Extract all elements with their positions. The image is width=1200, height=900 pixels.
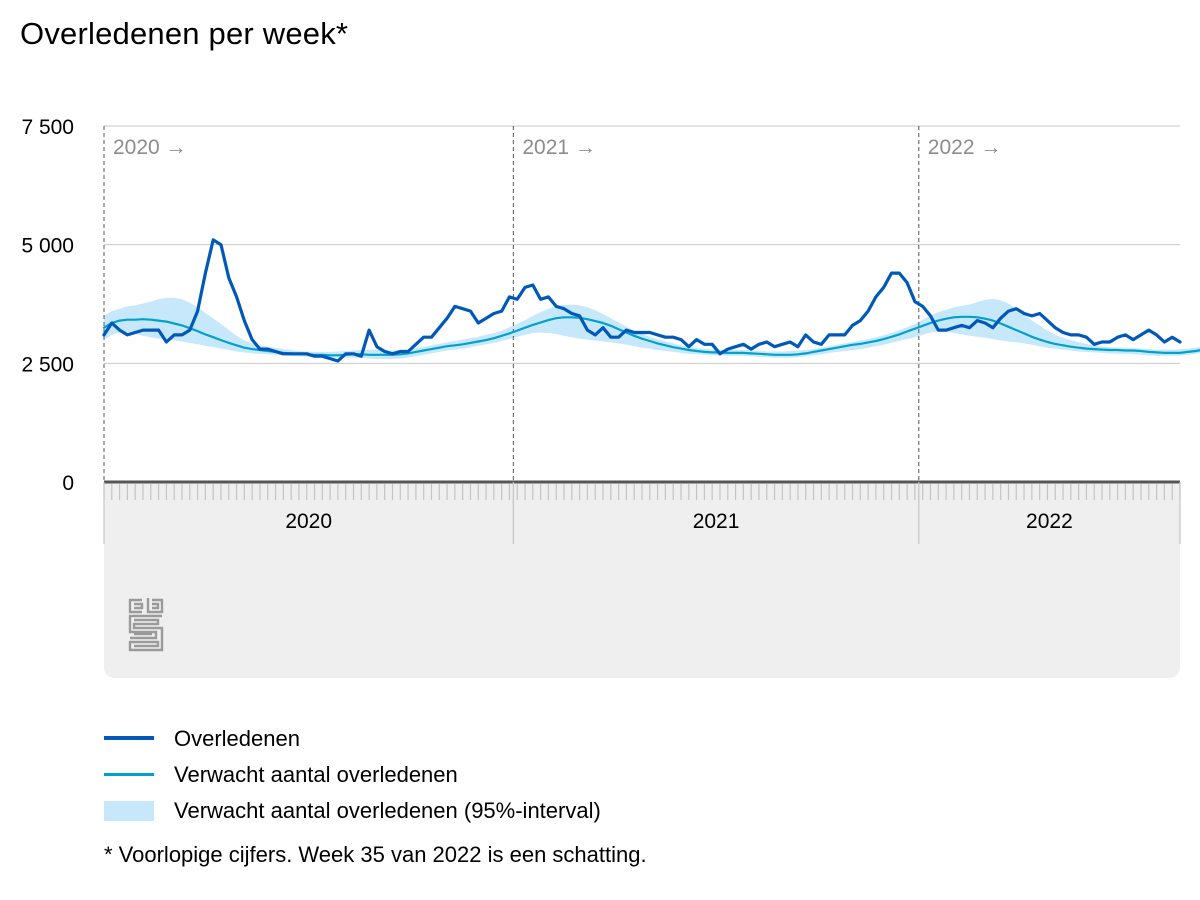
- legend-label-interval: Verwacht aantal overledenen (95%-interva…: [174, 798, 601, 823]
- x-tick-label-year: 2022: [1026, 510, 1073, 533]
- cbs-logo-icon: [128, 598, 164, 652]
- legend-label-overledenen: Overledenen: [174, 726, 300, 751]
- logo-stroke: [134, 602, 144, 610]
- year-marker-2020: 2020 →: [113, 136, 187, 159]
- logo-stroke: [152, 602, 160, 610]
- chart-title: Overledenen per week*: [20, 16, 349, 51]
- logo-stroke: [128, 598, 142, 614]
- year-marker-2022: 2022 →: [928, 136, 1002, 159]
- legend-swatch-verwacht: [104, 773, 154, 776]
- legend-swatch-overledenen: [104, 736, 154, 740]
- x-tick-label-year: 2021: [693, 510, 740, 533]
- y-tick-label: 7 500: [21, 116, 74, 139]
- legend-swatch-interval: [104, 801, 154, 821]
- footnote: * Voorlopige cijfers. Week 35 van 2022 i…: [104, 842, 647, 867]
- year-marker-2021: 2021 →: [522, 136, 596, 159]
- legend-label-verwacht: Verwacht aantal overledenen: [174, 762, 458, 787]
- chart: 0 2 500 5 000 7 500 2020 → 2021 → 2022 → 2020 20…: [21, 116, 1200, 678]
- logo-stroke: [128, 618, 164, 652]
- y-tick-label: 0: [62, 472, 74, 495]
- series-band-95-interval: [104, 297, 1200, 360]
- x-tick-label-year: 2020: [285, 510, 332, 533]
- axis-panel: [104, 482, 1180, 678]
- logo-stroke: [146, 598, 164, 614]
- logo-stroke: [128, 614, 162, 640]
- y-tick-label: 5 000: [21, 235, 74, 258]
- y-tick-label: 2 500: [21, 353, 74, 376]
- series-line-overledenen: [102, 238, 1182, 363]
